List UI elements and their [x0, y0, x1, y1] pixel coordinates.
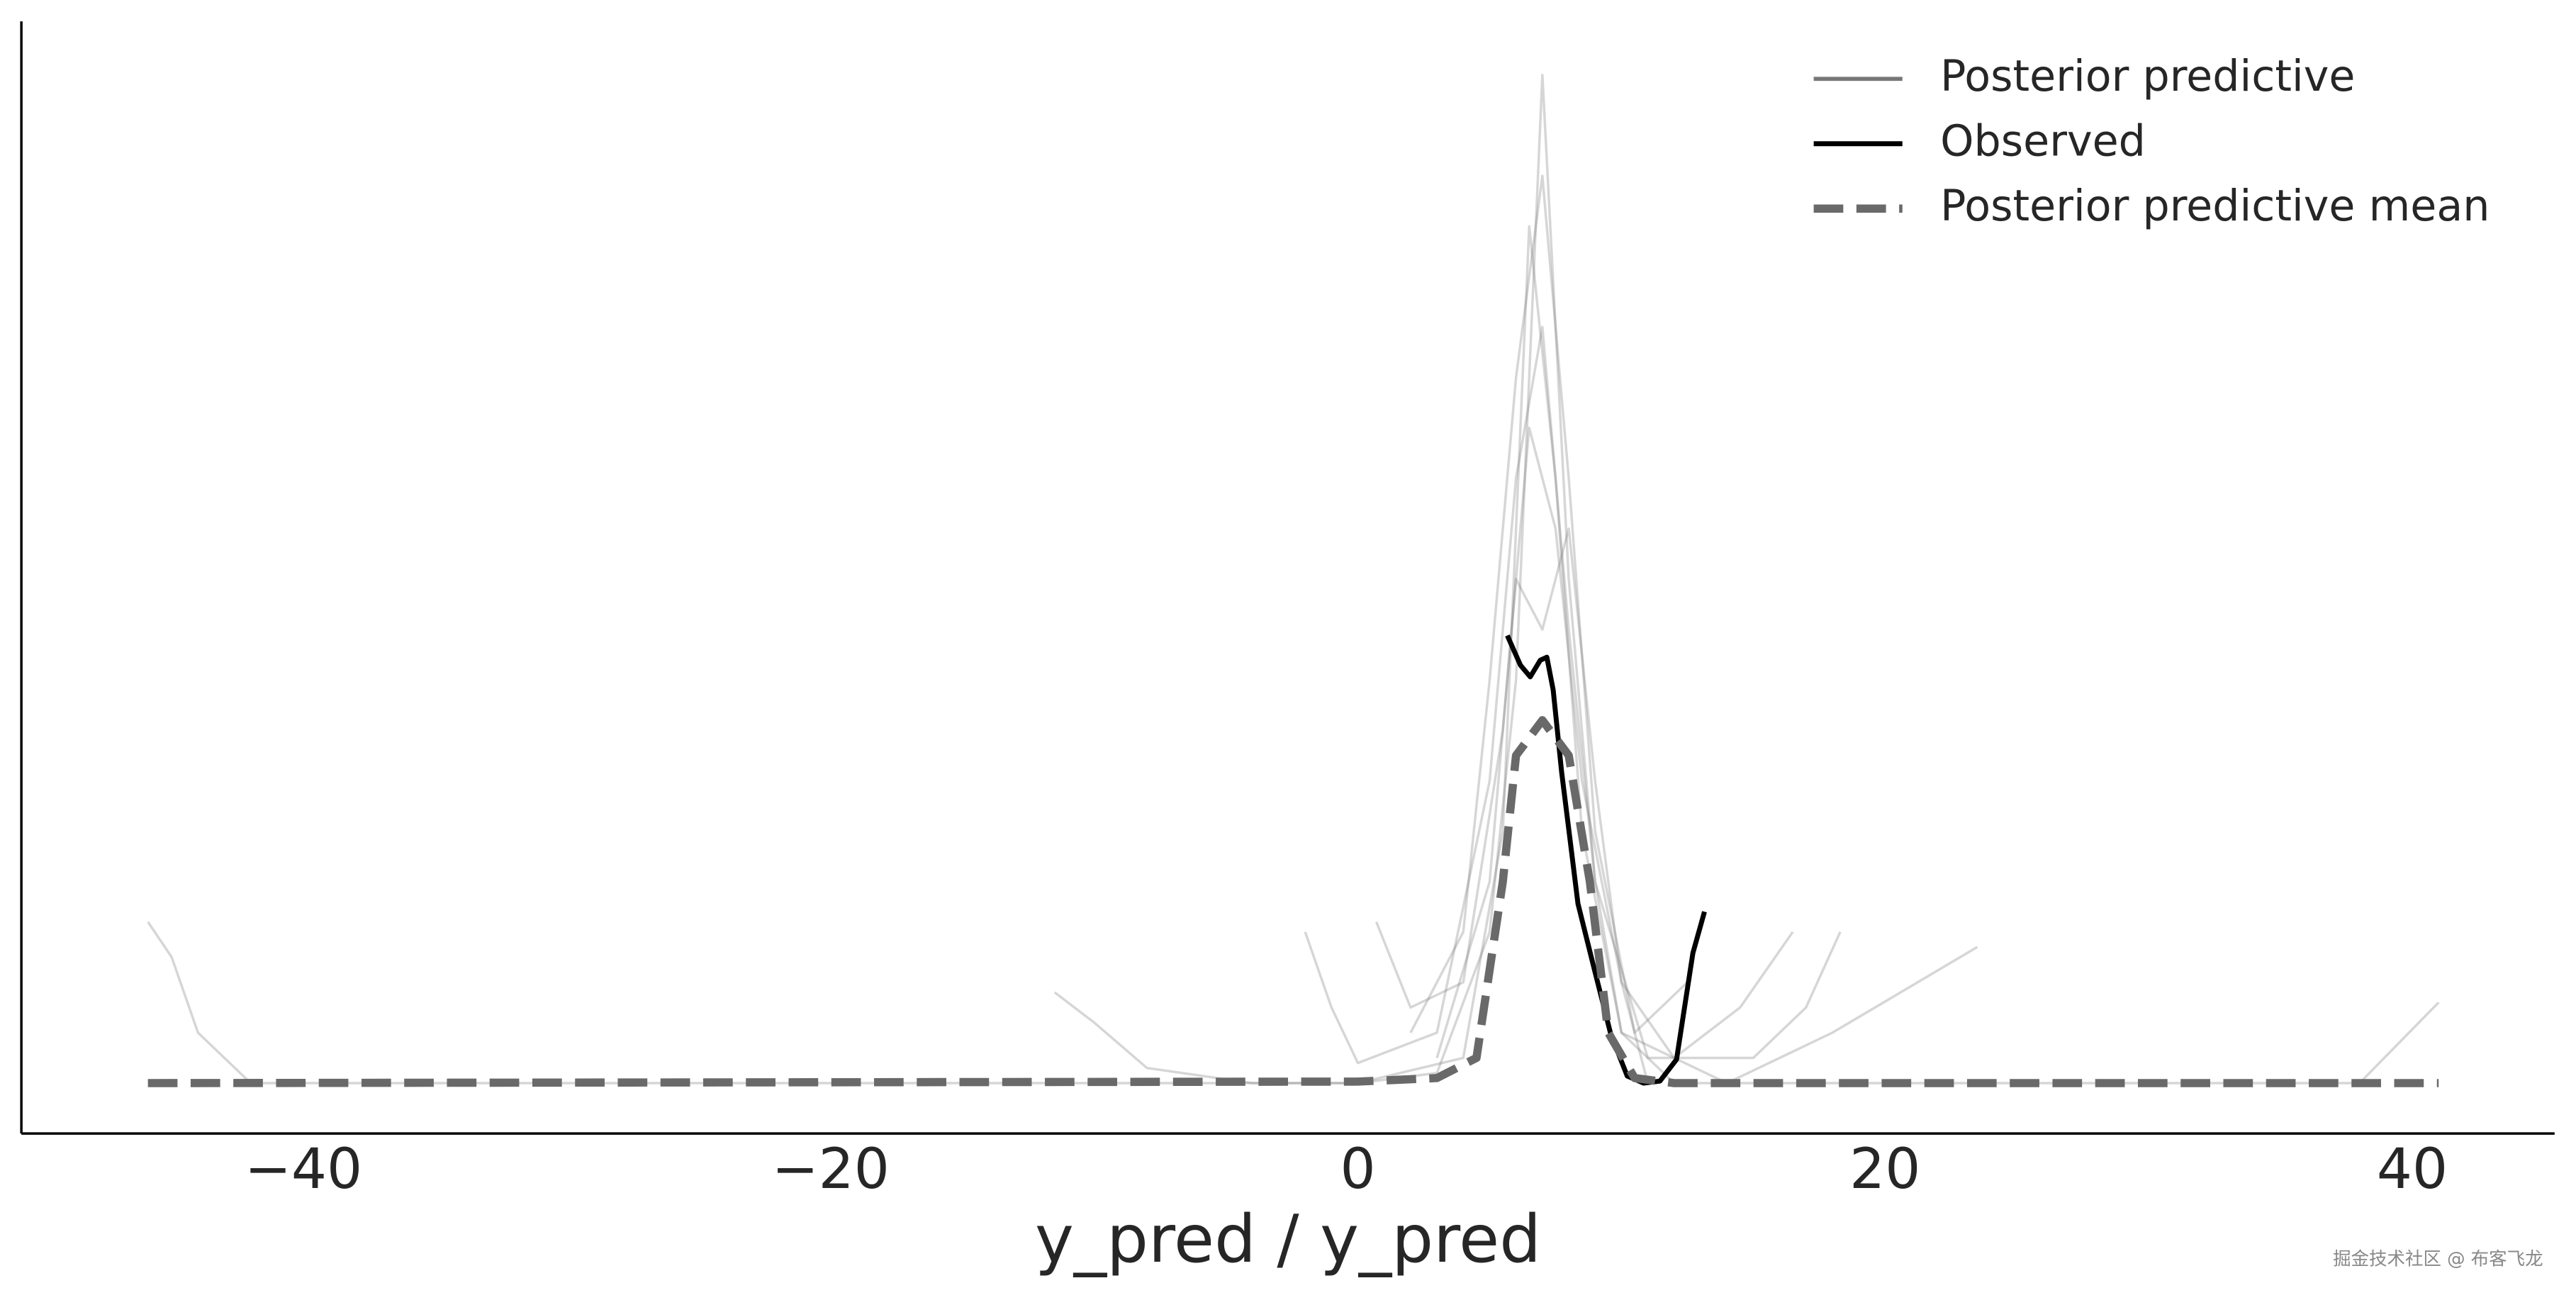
- x-tick-label: −20: [772, 1136, 890, 1201]
- sample-line: [1053, 225, 1978, 1085]
- x-tick-label: 20: [1849, 1136, 1920, 1201]
- legend-label: Observed: [1940, 116, 2146, 166]
- legend-label: Posterior predictive: [1940, 52, 2355, 101]
- mean-line: [147, 716, 2439, 1087]
- sample-line: [1304, 325, 1842, 1065]
- observed-line: [1505, 634, 1707, 1086]
- sample-line: [1409, 174, 1689, 1034]
- watermark: 掘金技术社区 @ 布客飞龙: [2333, 1249, 2543, 1270]
- sample-line: [1374, 426, 1794, 1060]
- x-tick-label: −40: [245, 1136, 362, 1201]
- legend: Posterior predictive Observed Posterior pr…: [1813, 52, 2490, 231]
- x-axis-label: y_pred / y_pred: [1035, 1201, 1541, 1277]
- x-tick-label: 0: [1340, 1136, 1375, 1201]
- legend-label: Posterior predictive mean: [1940, 181, 2490, 231]
- plot-area: [147, 74, 2440, 1087]
- sample-line: [1435, 527, 1650, 1084]
- sample-line: [147, 74, 2440, 1085]
- x-tick-label: 40: [2377, 1136, 2448, 1201]
